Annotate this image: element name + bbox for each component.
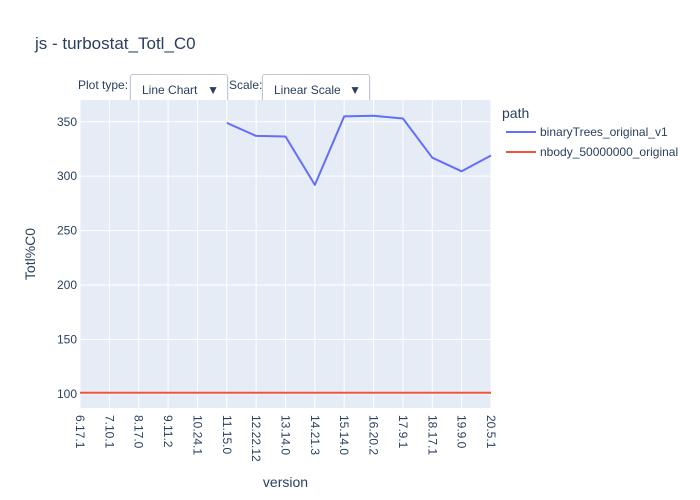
x-tick-label: 8.17.0: [132, 415, 146, 449]
y-tick-labels: 100 150 200 250 300 350: [57, 115, 77, 401]
chart-title: js - turbostat_Totl_C0: [35, 34, 196, 53]
x-gridlines: [79, 100, 492, 408]
scale-dropdown[interactable]: Linear Scale ▼: [262, 74, 370, 105]
chevron-down-icon: ▼: [349, 82, 361, 97]
x-tick-label: 14.21.3: [308, 415, 322, 455]
y-axis-title: Totl%C0: [22, 228, 38, 280]
scale-value: Linear Scale: [274, 82, 341, 97]
x-tick-label: 13.14.0: [279, 415, 293, 455]
series-line: [226, 114, 492, 186]
x-tick-label: 17.9.1: [396, 415, 410, 449]
chevron-down-icon: ▼: [207, 82, 219, 97]
plot-type-value: Line Chart: [142, 82, 198, 97]
series-layer: [80, 114, 492, 394]
y-tick-label: 350: [57, 115, 77, 129]
x-tick-label: 7.10.1: [102, 415, 116, 449]
y-tick-label: 200: [57, 278, 77, 292]
x-axis-title: version: [263, 474, 308, 490]
x-tick-label: 20.5.1: [484, 415, 498, 449]
x-tick-label: 6.17.1: [73, 415, 87, 449]
y-tick-label: 100: [57, 387, 77, 401]
legend-item-label: nbody_50000000_original: [540, 145, 678, 159]
x-tick-labels: 6.17.1 7.10.1 8.17.0 9.11.2 10.24.1 11.15.0 12…: [73, 415, 498, 462]
legend: path binaryTrees_original_v1 nbody_500000…: [502, 105, 678, 159]
x-tick-label: 10.24.1: [190, 415, 204, 455]
x-tick-label: 9.11.2: [161, 415, 175, 448]
plot-type-label: Plot type:: [78, 78, 129, 92]
x-tick-label: 18.17.1: [425, 415, 439, 455]
scale-label: Scale:: [229, 78, 263, 92]
legend-title: path: [502, 105, 529, 121]
x-tick-label: 12.22.12: [249, 415, 263, 462]
y-tick-label: 150: [57, 332, 77, 346]
y-tick-label: 250: [57, 224, 77, 238]
x-tick-label: 16.20.2: [367, 415, 381, 455]
plot-type-dropdown[interactable]: Line Chart ▼: [130, 74, 228, 105]
x-tick-label: 11.15.0: [220, 415, 234, 454]
x-tick-label: 19.9.0: [455, 415, 469, 449]
legend-item-label: binaryTrees_original_v1: [540, 125, 668, 139]
y-tick-label: 300: [57, 169, 77, 183]
x-tick-label: 15.14.0: [337, 415, 351, 455]
